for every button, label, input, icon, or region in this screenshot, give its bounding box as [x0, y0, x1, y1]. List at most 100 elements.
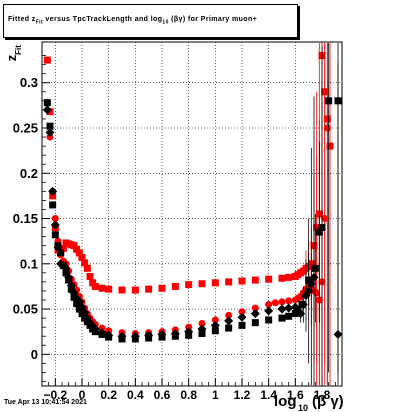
data-point-diamond [333, 329, 343, 339]
y-tick-label: 0 [31, 347, 38, 362]
data-point-circle [285, 297, 293, 305]
data-point-square [59, 244, 67, 252]
data-point-square [185, 281, 193, 289]
data-point-circle [185, 323, 193, 331]
data-point-diamond [306, 279, 316, 289]
x-axis-label-suffix: (β γ) [312, 393, 344, 410]
data-point-diamond [277, 304, 287, 314]
data-point-circle [211, 316, 219, 324]
data-point-square [73, 245, 81, 253]
data-point-square [43, 56, 51, 64]
data-point-square [238, 277, 246, 285]
data-point-square [49, 201, 57, 209]
title-suffix: (βγ) for Primary muon+ [171, 16, 258, 24]
data-point-diamond [250, 309, 260, 319]
data-point-circle [46, 133, 54, 141]
x-tick-label: 0.8 [180, 388, 197, 402]
y-tick-label: 0.2 [20, 166, 38, 181]
data-point-square [291, 310, 299, 318]
data-point-square [171, 282, 179, 290]
title-box: Fitted zFit versus TpcTrackLength and lo… [3, 4, 298, 38]
data-point-square [89, 279, 97, 287]
data-point-diamond [48, 186, 58, 196]
data-point-square [278, 314, 286, 322]
data-point-circle [225, 311, 233, 319]
data-point-square [57, 249, 65, 257]
data-point-circle [321, 215, 329, 223]
y-tick-label: 0.05 [13, 302, 38, 317]
data-point-diamond [197, 324, 207, 334]
x-tick-label: 1.4 [260, 388, 277, 402]
data-point-square [311, 264, 319, 272]
data-point-square [198, 280, 206, 288]
data-point-diamond [296, 309, 306, 319]
data-point-square [251, 276, 259, 284]
y-axis-label-sub: Fit [14, 45, 23, 55]
data-point-diamond [58, 261, 68, 271]
x-tick-label: 1 [212, 388, 219, 402]
timestamp: Tue Apr 13 10:41:54 2021 [4, 399, 87, 406]
data-point-square [158, 284, 166, 292]
data-point-diamond [170, 328, 180, 338]
data-point-square [145, 285, 153, 293]
data-point-square [118, 286, 126, 294]
data-point-diamond [157, 329, 167, 339]
y-axis-label: z [4, 54, 19, 61]
x-axis-label-sub: 10 [298, 403, 308, 412]
title-sub2: 10 [162, 19, 169, 26]
data-point-square [86, 272, 94, 280]
data-point-diamond [104, 330, 114, 340]
data-point-circle [105, 327, 113, 335]
data-point-diamond [61, 263, 71, 273]
x-tick-label: 0 [79, 388, 86, 402]
data-point-square [211, 279, 219, 287]
data-point-square [81, 259, 89, 267]
data-point-circle [251, 304, 259, 312]
data-point-diamond [53, 242, 63, 252]
data-point-diamond [45, 128, 55, 138]
x-tick-label: 0.6 [154, 388, 171, 402]
data-point-square [62, 269, 70, 277]
data-point-square [78, 253, 86, 261]
data-point-square [70, 242, 78, 250]
data-point-diamond [284, 303, 294, 313]
data-point-square [225, 324, 233, 332]
data-point-diamond [237, 312, 247, 322]
data-point-square [91, 282, 99, 290]
data-point-square [318, 224, 326, 232]
data-point-diamond [50, 220, 60, 230]
data-point-circle [238, 308, 246, 316]
data-point-diamond [264, 306, 274, 316]
data-point-square [83, 264, 91, 272]
data-point-circle [51, 215, 59, 223]
data-point-diamond [224, 316, 234, 326]
data-point-square [326, 142, 334, 150]
data-point-diamond [184, 327, 194, 337]
y-tick-label: 0.1 [20, 256, 38, 271]
data-point-circle [98, 324, 106, 332]
data-point-square [238, 321, 246, 329]
data-point-diamond [90, 324, 100, 334]
data-point-square [325, 97, 333, 105]
data-point-diamond [298, 300, 308, 310]
data-point-square [285, 273, 293, 281]
data-point-square [265, 275, 273, 283]
x-tick-label: 1.8 [314, 388, 331, 402]
y-tick-label: 0.3 [20, 75, 38, 90]
data-point-square [43, 99, 51, 107]
data-point-diamond [144, 330, 154, 340]
data-point-diamond [309, 272, 319, 282]
x-tick-label: 0.2 [100, 388, 117, 402]
data-point-square [75, 249, 83, 257]
data-point-square [251, 319, 259, 327]
x-tick-label: 0.4 [127, 388, 144, 402]
data-point-square [98, 284, 106, 292]
data-point-square [131, 286, 139, 294]
y-tick-label: 0.25 [13, 121, 38, 136]
data-point-diamond [64, 272, 74, 282]
data-point-square [225, 278, 233, 286]
data-point-square [278, 274, 286, 282]
y-tick-label: 0.15 [13, 211, 38, 226]
